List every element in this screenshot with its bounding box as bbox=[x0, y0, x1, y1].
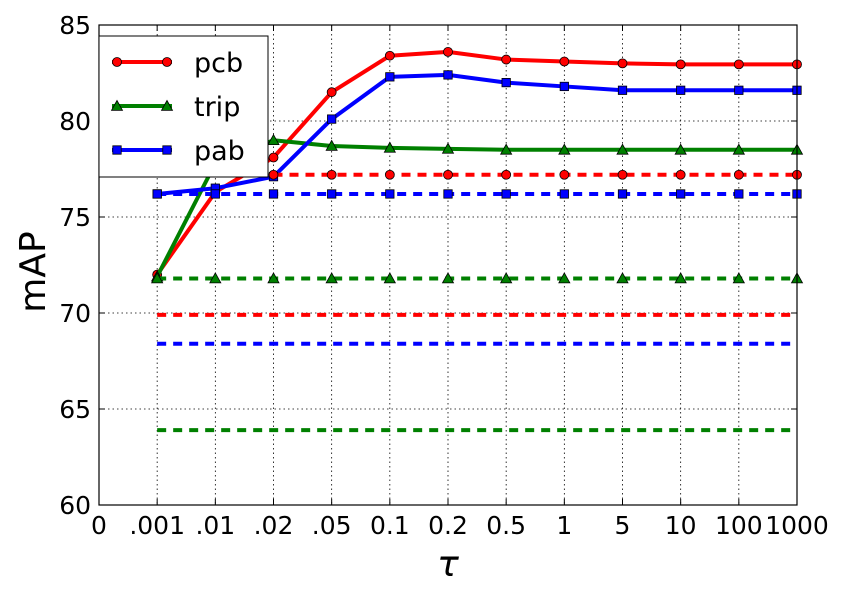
data-point bbox=[676, 189, 686, 199]
y-tick-label: 65 bbox=[59, 395, 91, 424]
x-tick-label: 100 bbox=[715, 511, 763, 540]
data-point bbox=[383, 141, 397, 153]
legend-marker bbox=[160, 99, 174, 111]
legend-label: pcb bbox=[194, 48, 243, 79]
data-point bbox=[443, 169, 453, 180]
data-point bbox=[617, 189, 628, 199]
data-point bbox=[326, 87, 337, 98]
legend-marker bbox=[112, 57, 122, 67]
data-point bbox=[559, 56, 570, 67]
data-point bbox=[443, 189, 453, 199]
legend-marker bbox=[110, 99, 124, 111]
data-point bbox=[675, 59, 686, 70]
y-tick-label: 85 bbox=[59, 11, 91, 40]
data-point bbox=[326, 169, 337, 180]
axis-ticks: 0 .001 .01 .02 .05 0.1 0.2 0.5 1 5 10 100 1000 60 65 70… bbox=[59, 11, 829, 540]
x-tick-label: 0.2 bbox=[428, 511, 468, 540]
legend-label: trip bbox=[194, 92, 240, 123]
y-tick-label: 75 bbox=[59, 203, 91, 232]
x-tick-label: 5 bbox=[615, 511, 631, 540]
data-point bbox=[267, 272, 280, 284]
data-point bbox=[325, 139, 338, 151]
data-point bbox=[384, 169, 395, 180]
x-tick-label: 0 bbox=[91, 511, 107, 540]
data-point bbox=[441, 272, 455, 284]
data-point bbox=[385, 189, 395, 199]
data-point bbox=[152, 189, 162, 199]
data-point bbox=[558, 272, 571, 284]
legend-marker bbox=[112, 145, 122, 155]
data-point bbox=[501, 169, 512, 180]
data-point bbox=[150, 272, 164, 284]
data-point bbox=[734, 189, 744, 199]
data-point bbox=[443, 70, 453, 80]
x-tick-label: 10 bbox=[665, 511, 697, 540]
legend: pcb trip pab bbox=[98, 35, 269, 178]
series-4 bbox=[152, 189, 802, 199]
x-tick-label: 1000 bbox=[765, 511, 829, 540]
data-point bbox=[617, 85, 628, 95]
x-tick-label: 1 bbox=[556, 511, 572, 540]
data-point bbox=[559, 81, 569, 92]
data-point bbox=[616, 143, 629, 155]
data-point bbox=[267, 133, 280, 146]
grid-lines bbox=[99, 25, 797, 505]
y-tick-label: 60 bbox=[59, 491, 91, 520]
data-point bbox=[734, 85, 744, 95]
data-point bbox=[327, 114, 337, 124]
data-point bbox=[499, 143, 513, 155]
data-point bbox=[732, 272, 746, 284]
data-point bbox=[268, 189, 279, 199]
data-point bbox=[441, 142, 455, 154]
data-point bbox=[210, 189, 220, 199]
legend-marker bbox=[162, 145, 172, 155]
data-point bbox=[559, 169, 570, 180]
data-point bbox=[209, 272, 222, 284]
data-point bbox=[268, 152, 279, 163]
legend-entry: pab bbox=[112, 136, 245, 167]
y-tick-label: 80 bbox=[59, 107, 91, 136]
data-point bbox=[385, 72, 395, 82]
x-axis-label: τ bbox=[437, 544, 459, 585]
data-point bbox=[268, 169, 279, 180]
y-tick-label: 70 bbox=[59, 299, 91, 328]
data-point bbox=[675, 169, 686, 180]
data-point bbox=[617, 58, 628, 69]
legend-entry: pcb bbox=[112, 48, 243, 79]
data-point bbox=[327, 189, 337, 199]
data-point bbox=[501, 78, 511, 88]
data-point bbox=[383, 272, 397, 284]
data-point bbox=[674, 272, 687, 284]
data-point bbox=[616, 272, 629, 284]
legend-label: pab bbox=[194, 136, 245, 167]
data-point bbox=[499, 272, 513, 284]
x-tick-label: 0.1 bbox=[370, 511, 410, 540]
x-tick-label: .02 bbox=[254, 511, 294, 540]
data-point bbox=[732, 143, 746, 155]
series-5 bbox=[150, 272, 804, 284]
data-point bbox=[676, 85, 686, 95]
data-point bbox=[325, 272, 338, 284]
series-3 bbox=[268, 169, 802, 180]
data-point bbox=[559, 189, 569, 199]
data-point bbox=[384, 50, 395, 61]
data-point bbox=[558, 143, 571, 155]
x-tick-label: 0.5 bbox=[486, 511, 526, 540]
data-point bbox=[674, 143, 687, 155]
data-point bbox=[617, 169, 628, 180]
x-tick-label: .01 bbox=[195, 511, 235, 540]
data-point bbox=[501, 189, 511, 199]
data-point bbox=[443, 46, 453, 57]
x-tick-label: .05 bbox=[312, 511, 352, 540]
data-point bbox=[733, 169, 744, 180]
x-tick-label: .001 bbox=[129, 511, 185, 540]
series-line bbox=[156, 72, 797, 196]
legend-entry: trip bbox=[110, 92, 240, 123]
legend-marker bbox=[162, 57, 172, 67]
data-point bbox=[733, 59, 744, 70]
data-point bbox=[501, 54, 512, 65]
y-axis-label: mAP bbox=[13, 231, 54, 312]
